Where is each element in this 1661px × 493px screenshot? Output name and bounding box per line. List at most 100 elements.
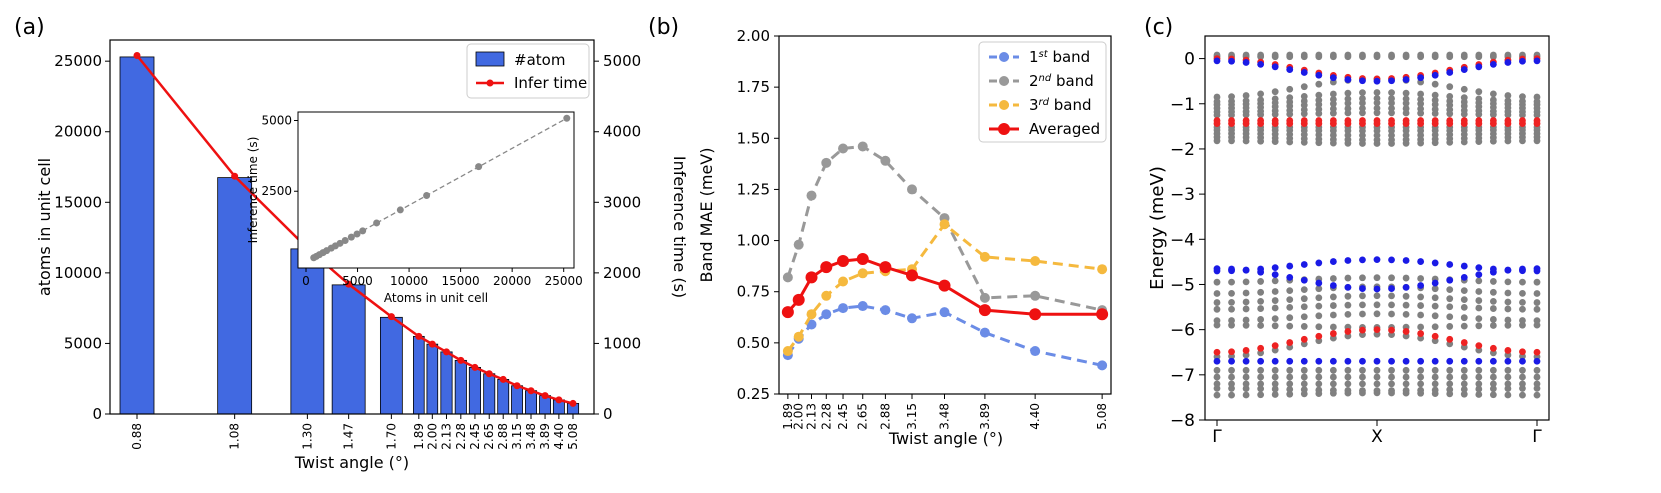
band-dot — [1213, 305, 1221, 313]
band-dot — [1329, 53, 1337, 61]
x-tick-label: 3.48 — [938, 403, 952, 430]
band-dot — [1446, 373, 1454, 381]
band-dot — [1300, 69, 1308, 76]
band-dot — [1228, 366, 1235, 374]
band-dot — [1475, 304, 1483, 312]
series-point — [792, 293, 805, 306]
band-dot — [1475, 277, 1483, 285]
infer-time-point — [415, 332, 423, 340]
band-dot — [1417, 357, 1425, 365]
band-dot — [1446, 92, 1454, 100]
band-dot — [1228, 57, 1235, 65]
atom-bar — [331, 284, 366, 415]
band-dot — [1489, 344, 1497, 352]
band-dot — [1213, 366, 1221, 374]
band-dot — [1300, 295, 1308, 303]
band-dot — [1315, 312, 1323, 320]
inset-y-tick-label: 2500 — [261, 184, 292, 198]
series-point — [1030, 290, 1041, 301]
band-dot — [1431, 312, 1439, 320]
x-tick-label: 3.15 — [905, 403, 919, 430]
band-dot — [1446, 53, 1454, 61]
band-dot — [1315, 279, 1323, 287]
band-dot — [1286, 287, 1294, 294]
band-dot — [1460, 296, 1468, 304]
band-dot — [1300, 303, 1308, 311]
band-dot — [1446, 120, 1454, 128]
y-tick-label: 0.25 — [737, 385, 770, 403]
band-dot — [1431, 101, 1439, 108]
band-dot — [1533, 321, 1541, 329]
band-dot — [1533, 366, 1541, 374]
band-dot — [1344, 283, 1352, 291]
band-dot — [1257, 53, 1265, 61]
band-dot — [1359, 120, 1366, 128]
band-dot — [1228, 317, 1235, 324]
band-dot — [1344, 310, 1352, 318]
series-point — [880, 305, 891, 316]
band-dot — [1388, 326, 1395, 334]
band-dot — [1286, 339, 1294, 346]
y-tick-label: 0 — [92, 405, 102, 423]
band-dot — [1286, 110, 1294, 118]
band-dot — [1460, 366, 1468, 374]
band-dot — [1504, 357, 1512, 365]
band-dot — [1242, 385, 1250, 392]
band-dot — [1431, 91, 1439, 99]
series-point — [793, 239, 804, 250]
inset-content: 0 5000 10000 15000 20000 25000 2500 5000 — [261, 113, 582, 288]
band-dot — [1300, 138, 1308, 146]
band-dot — [1402, 89, 1410, 97]
band-dot — [1344, 389, 1352, 397]
inset-x-tick-label: 5000 — [342, 274, 373, 288]
inset-xlabel: Atoms in unit cell — [384, 291, 488, 305]
y-tick-label: 1.75 — [737, 78, 770, 96]
band-dot — [1475, 385, 1483, 393]
band-dot — [1344, 120, 1352, 128]
infer-time-point — [513, 382, 521, 390]
band-dot — [1417, 74, 1425, 82]
band-dot — [1431, 71, 1439, 79]
band-dot — [1213, 57, 1221, 65]
band-dot — [1242, 357, 1250, 365]
inset-point — [353, 230, 361, 238]
band-dot — [1489, 357, 1497, 365]
band-dot — [1271, 385, 1279, 393]
infer-time-point — [527, 387, 535, 395]
band-dot — [1402, 357, 1410, 365]
band-dot — [1431, 332, 1439, 340]
band-dot — [1242, 305, 1250, 313]
band-dot — [1286, 85, 1294, 93]
band-dot — [1286, 303, 1294, 311]
band-dot — [1286, 66, 1294, 73]
band-dot — [1271, 342, 1279, 350]
band-dot — [1213, 391, 1221, 399]
band-dot — [1519, 317, 1526, 324]
band-dot — [1286, 53, 1294, 61]
legend-label: 3rd band — [1029, 96, 1092, 114]
panel-b-ylabel: Band MAE (meV) — [697, 148, 716, 283]
band-dot — [1359, 140, 1366, 147]
band-dot — [1344, 357, 1352, 365]
band-dot — [1460, 314, 1468, 322]
legend-infer-marker — [486, 79, 494, 87]
band-dot — [1489, 53, 1497, 61]
infer-time-point — [345, 280, 353, 288]
atom-bar — [483, 373, 496, 415]
band-dot — [1446, 261, 1454, 268]
series-point — [806, 190, 817, 201]
inset-x-tick-label: 10000 — [390, 274, 428, 288]
series-point — [857, 268, 868, 279]
x-tick-label: 1.08 — [228, 423, 242, 450]
band-dot — [1373, 120, 1381, 128]
band-dot — [1489, 268, 1497, 276]
band-dot — [1417, 380, 1425, 388]
panel-a-ticks: 0.88 1.08 1.30 1.47 1.70 1.89 2.00 2.13 2.28 2.45… — [54, 52, 641, 450]
band-dot — [1228, 111, 1235, 119]
band-dot — [1213, 299, 1221, 306]
band-dot — [1257, 90, 1265, 98]
band-dot — [1257, 357, 1265, 365]
x-tick-label: 2.13 — [805, 403, 819, 430]
band-dot — [1286, 273, 1294, 281]
band-dot — [1300, 366, 1308, 374]
